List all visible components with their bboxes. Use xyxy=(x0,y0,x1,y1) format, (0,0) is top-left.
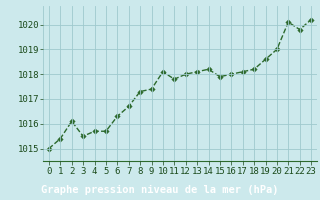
Text: Graphe pression niveau de la mer (hPa): Graphe pression niveau de la mer (hPa) xyxy=(41,185,279,195)
